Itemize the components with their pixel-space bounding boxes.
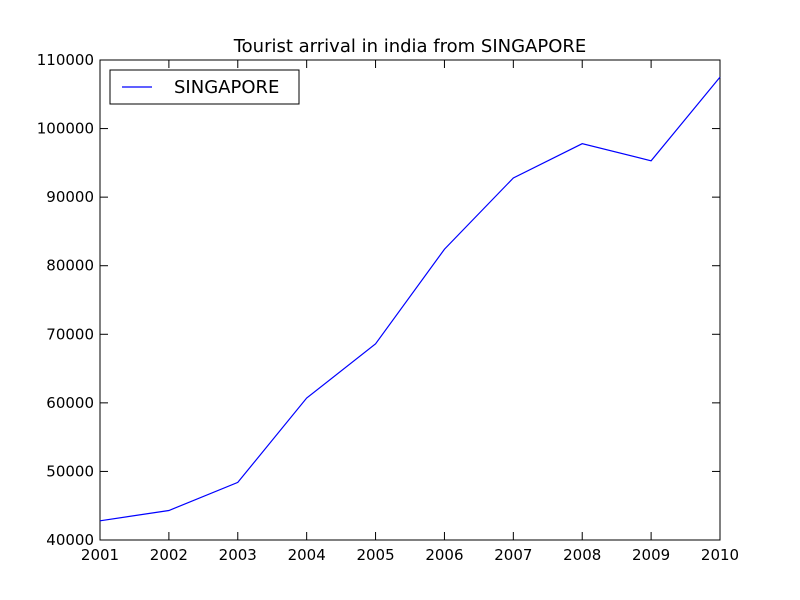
x-tick-label-2009: 2009 <box>632 546 670 564</box>
legend-box <box>109 69 300 105</box>
y-tick-label-80000: 80000 <box>46 257 94 275</box>
legend: SINGAPORE <box>109 69 300 105</box>
y-tick-label-70000: 70000 <box>46 325 94 343</box>
chart-title: Tourist arrival in india from SINGAPORE <box>233 36 587 57</box>
y-tick-label-50000: 50000 <box>46 462 94 480</box>
x-tick-label-2005: 2005 <box>356 546 394 564</box>
y-tick-label-90000: 90000 <box>46 188 94 206</box>
x-tick-label-2004: 2004 <box>288 546 326 564</box>
y-tick-label-110000: 110000 <box>37 51 94 69</box>
x-tick-label-2003: 2003 <box>219 546 257 564</box>
x-tick-label-2007: 2007 <box>494 546 532 564</box>
x-tick-label-2006: 2006 <box>425 546 463 564</box>
x-tick-label-2002: 2002 <box>150 546 188 564</box>
series-group <box>99 76 721 522</box>
series-line-singapore <box>99 76 721 522</box>
x-tick-label-2001: 2001 <box>81 546 119 564</box>
x-tick-label-2008: 2008 <box>563 546 601 564</box>
legend-label-singapore: SINGAPORE <box>174 77 279 98</box>
y-tick-label-40000: 40000 <box>46 531 94 549</box>
x-axis: 2001 2002 2003 2004 2005 2006 2007 2008 2009 2010 <box>81 60 739 564</box>
x-tick-label-2010: 2010 <box>701 546 739 564</box>
plot-area <box>99 59 721 541</box>
y-axis: 40000 50000 60000 70000 80000 90000 100000 1100… <box>37 51 720 549</box>
y-tick-label-60000: 60000 <box>46 394 94 412</box>
y-tick-label-100000: 100000 <box>37 120 94 138</box>
